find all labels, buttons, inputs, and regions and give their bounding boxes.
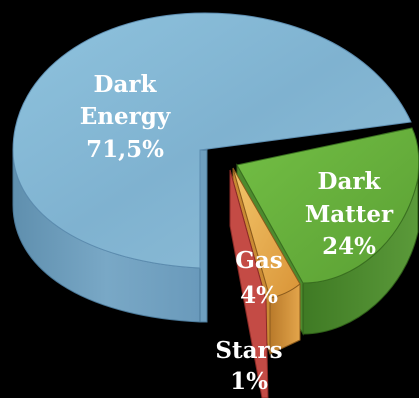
slice-dark-matter-top [236, 127, 419, 284]
slice-dark-energy-top [12, 12, 412, 269]
label-gas-value: 4% [240, 282, 278, 309]
label-dark-energy-line2: Energy [80, 103, 171, 130]
slice-dark-energy-side-right [199, 149, 208, 323]
label-dark-matter-line1: Dark [318, 168, 382, 195]
slice-gas-top [232, 167, 301, 299]
slice-stars [229, 169, 269, 398]
label-gas-line1: Gas [235, 247, 283, 274]
label-dark-energy-line1: Dark [94, 71, 158, 98]
label-dark-matter-line2: Matter [305, 201, 394, 228]
label-dark-energy-value: 71,5% [86, 136, 164, 163]
label-dark-matter-value: 24% [322, 233, 376, 260]
slice-stars-side [229, 169, 269, 398]
label-stars-value: 1% [230, 368, 268, 395]
slice-dark-energy [12, 12, 412, 323]
label-stars-line1: Stars [215, 337, 282, 364]
